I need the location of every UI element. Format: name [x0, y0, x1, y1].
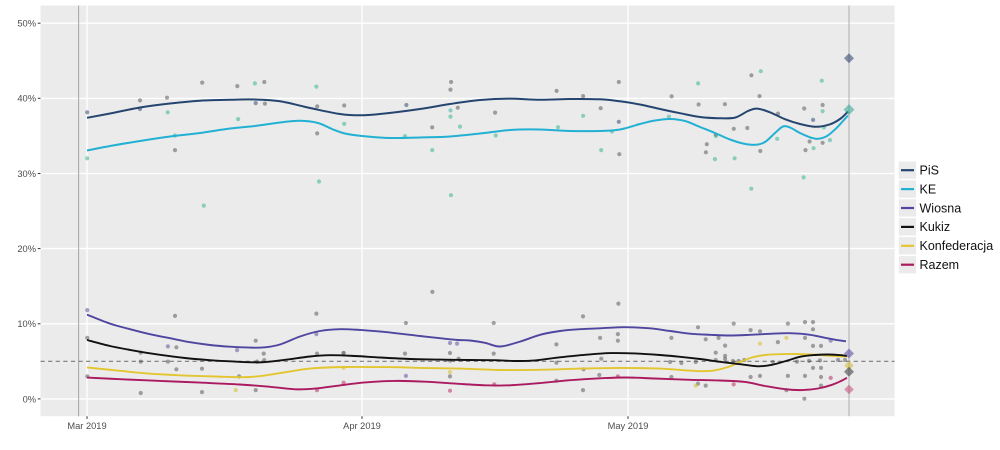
svg-text:Mar 2019: Mar 2019 — [67, 421, 106, 431]
svg-text:30%: 30% — [17, 169, 36, 179]
svg-text:10%: 10% — [17, 319, 36, 329]
svg-text:20%: 20% — [17, 244, 36, 254]
svg-text:Razem: Razem — [920, 258, 960, 272]
svg-text:50%: 50% — [17, 19, 36, 29]
svg-text:0%: 0% — [23, 394, 36, 404]
svg-text:Apr 2019: Apr 2019 — [343, 421, 381, 431]
svg-text:Konfederacja: Konfederacja — [920, 239, 994, 253]
svg-text:May 2019: May 2019 — [608, 421, 649, 431]
svg-text:PiS: PiS — [920, 164, 939, 178]
svg-text:KE: KE — [920, 182, 937, 196]
svg-text:40%: 40% — [17, 94, 36, 104]
svg-text:Wiosna: Wiosna — [920, 201, 962, 215]
svg-text:Kukiz: Kukiz — [920, 220, 951, 234]
